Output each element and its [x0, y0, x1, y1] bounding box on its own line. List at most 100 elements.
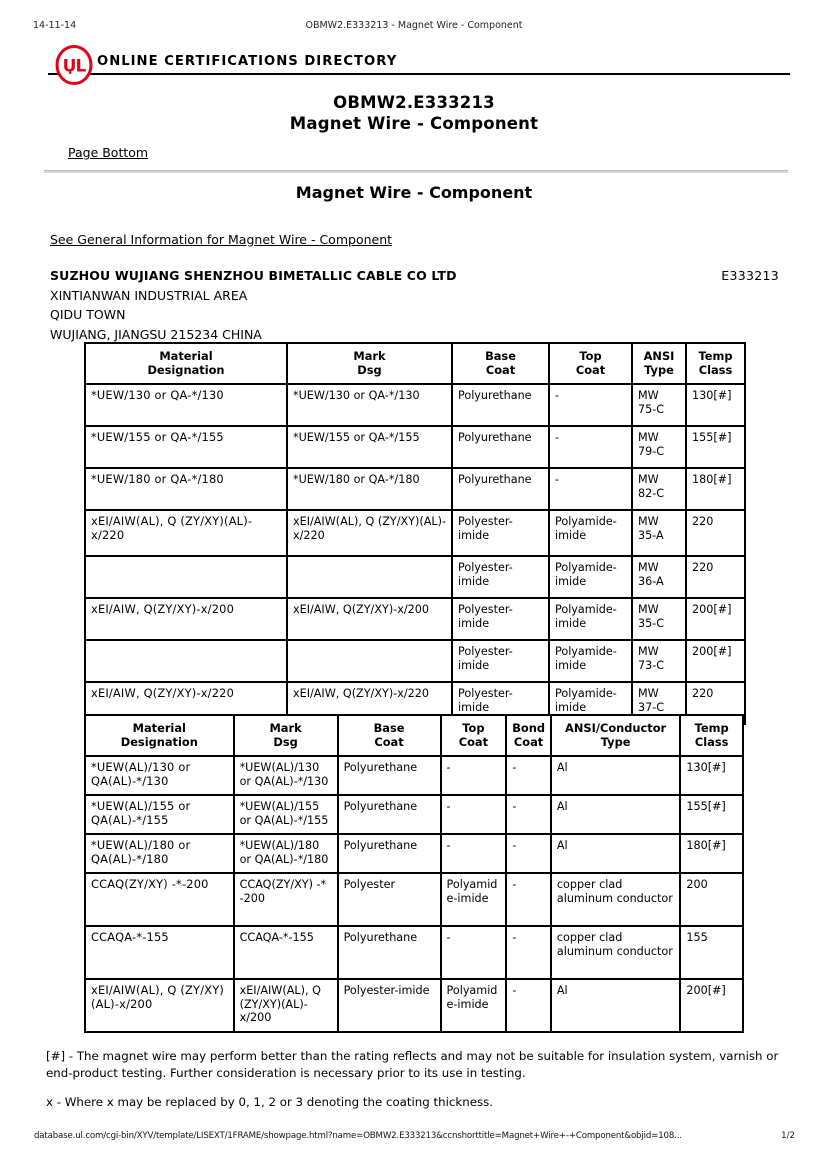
cell-base-coat: Polyurethane: [336, 755, 442, 796]
table-row: *UEW/180 or QA-*/180 *UEW/180 or QA-*/180…: [84, 467, 746, 511]
cell-top-coat: Polyamide-imide: [548, 597, 633, 641]
cell-ansi-conductor-type: Al: [549, 978, 682, 1033]
col-line2: Class: [694, 735, 729, 749]
cell-material-designation: *UEW/180 or QA-*/180: [84, 467, 288, 511]
footnotes: [#] - The magnet wire may perform better…: [46, 1048, 794, 1124]
company-address-line-1: XINTIANWAN INDUSTRIAL AREA: [50, 287, 248, 303]
cell-top-coat: Polyamide-imide: [548, 555, 633, 599]
cell-temp-class: 155[#]: [679, 794, 744, 835]
cell-base-coat: Polyurethane: [336, 833, 442, 874]
general-information-link[interactable]: See General Information for Magnet Wire …: [50, 232, 393, 247]
cell-base-coat: Polyester-imide: [451, 597, 550, 641]
magnet-wire-table-one: Material Designation Mark Dsg Base Coat …: [84, 342, 746, 725]
col-temp-class: Temp Class: [679, 714, 744, 757]
print-title: OBMW2.E333213 - Magnet Wire - Component: [305, 20, 523, 31]
cell-material-designation: [84, 639, 288, 683]
cell-temp-class: 155[#]: [685, 425, 746, 469]
col-line1: ANSI: [643, 349, 675, 363]
ul-logo-icon: UL: [54, 45, 94, 85]
cell-ansi-type: MW 73-C: [631, 639, 687, 683]
banner-rule: [48, 73, 790, 75]
cell-temp-class: 200[#]: [685, 597, 746, 641]
cell-mark-dsg: xEI/AIW(AL), Q (ZY/XY)(AL)-x/200: [232, 978, 339, 1033]
table-row: xEI/AIW(AL), Q (ZY/XY)(AL)-x/220 xEI/AIW(…: [84, 509, 746, 557]
col-line1: Top: [579, 349, 602, 363]
footnote-x: x - Where x may be replaced by 0, 1, 2 o…: [46, 1095, 493, 1109]
cell-temp-class: 200[#]: [679, 978, 744, 1033]
table-row: CCAQA-*-155 CCAQA-*-155 Polyurethane - - copp…: [84, 925, 744, 980]
col-line1: Base: [373, 721, 405, 735]
cell-mark-dsg: xEI/AIW(AL), Q (ZY/XY)(AL)-x/220: [286, 509, 453, 557]
cell-mark-dsg: *UEW(AL)/130 or QA(AL)-*/130: [232, 755, 339, 796]
cell-top-coat: -: [439, 755, 508, 796]
cell-mark-dsg: *UEW(AL)/180 or QA(AL)-*/180: [232, 833, 339, 874]
cell-top-coat: Polyamide-imide: [548, 639, 633, 683]
cell-base-coat: Polyester-imide: [451, 509, 550, 557]
doc-title-line2: Magnet Wire - Component: [289, 114, 539, 133]
cell-base-coat: Polyurethane: [336, 925, 442, 980]
col-line2: Coat: [374, 735, 404, 749]
footer-url: database.ul.com/cgi-bin/XYV/template/LIS…: [34, 1131, 682, 1141]
cell-material-designation: *UEW(AL)/180 or QA(AL)-*/180: [84, 833, 235, 874]
col-line2: Dsg: [357, 363, 382, 377]
col-line1: Temp: [698, 349, 733, 363]
col-line2: Coat: [485, 363, 516, 377]
cell-mark-dsg: *UEW/155 or QA-*/155: [286, 425, 453, 469]
col-ansi-type: ANSI Type: [631, 342, 687, 385]
cell-base-coat: Polyester-imide: [451, 639, 550, 683]
table-one-header-row: Material Designation Mark Dsg Base Coat …: [84, 342, 746, 385]
company-address-line-3: WUJIANG, JIANGSU 215234 CHINA: [50, 326, 262, 342]
cell-base-coat: Polyurethane: [451, 425, 550, 469]
cell-mark-dsg: [286, 639, 453, 683]
col-line2: Designation: [147, 363, 225, 377]
cell-ansi-type: MW 36-A: [631, 555, 687, 599]
cell-ansi-conductor-type: Al: [549, 794, 682, 835]
cell-top-coat: -: [439, 794, 508, 835]
table-row: xEI/AIW(AL), Q (ZY/XY)(AL)-x/200 xEI/AIW(…: [84, 978, 744, 1033]
col-line1: Mark: [269, 721, 302, 735]
footnote-hash: [#] - The magnet wire may perform better…: [46, 1049, 779, 1080]
cell-temp-class: 130[#]: [685, 383, 746, 427]
cell-ansi-type: MW 82-C: [631, 467, 687, 511]
col-line1: Base: [485, 349, 516, 363]
cell-temp-class: 180[#]: [679, 833, 744, 874]
col-top-coat: Top Coat: [548, 342, 633, 385]
col-line1: Temp: [694, 721, 729, 735]
col-mark-dsg: Mark Dsg: [286, 342, 453, 385]
file-number: E333213: [721, 268, 779, 283]
table-row: *UEW(AL)/180 or QA(AL)-*/180 *UEW(AL)/180…: [84, 833, 744, 874]
company-address-line-2: QIDU TOWN: [50, 307, 126, 322]
print-date: 14-11-14: [33, 20, 77, 31]
col-mark-dsg: Mark Dsg: [232, 714, 339, 757]
cell-mark-dsg: *UEW/180 or QA-*/180: [286, 467, 453, 511]
cell-top-coat: Polyamide-imide: [548, 509, 633, 557]
table-row: CCAQ(ZY/XY) -*-200 CCAQ(ZY/XY) -* -200 Pol…: [84, 872, 744, 927]
header-divider: [44, 170, 788, 173]
col-bond-coat: Bond Coat: [505, 714, 552, 757]
cell-material-designation: *UEW(AL)/155 or QA(AL)-*/155: [84, 794, 235, 835]
cell-ansi-type: MW 35-A: [631, 509, 687, 557]
cell-temp-class: 130[#]: [679, 755, 744, 796]
ul-banner-title: ONLINE CERTIFICATIONS DIRECTORY: [97, 54, 398, 69]
cell-ansi-conductor-type: copper clad aluminum conductor: [549, 872, 682, 927]
col-material-designation: Material Designation: [84, 714, 235, 757]
col-line1: Mark: [353, 349, 386, 363]
cell-material-designation: xEI/AIW(AL), Q (ZY/XY)(AL)-x/200: [84, 978, 235, 1033]
company-block: SUZHOU WUJIANG SHENZHOU BIMETALLIC CABLE…: [50, 266, 790, 344]
cell-mark-dsg: *UEW(AL)/155 or QA(AL)-*/155: [232, 794, 339, 835]
col-line1: ANSI/Conductor: [565, 721, 667, 735]
page-title: OBMW2.E333213 Magnet Wire - Component: [0, 92, 828, 134]
col-base-coat: Base Coat: [336, 714, 442, 757]
cell-material-designation: xEI/AIW(AL), Q (ZY/XY)(AL)-x/220: [84, 509, 288, 557]
cell-top-coat: -: [548, 467, 633, 511]
col-top-coat: Top Coat: [439, 714, 508, 757]
col-line2: Designation: [120, 735, 198, 749]
page-bottom-link[interactable]: Page Bottom: [68, 145, 149, 160]
magnet-wire-table-two: Material Designation Mark Dsg Base Coat …: [84, 714, 744, 1033]
cell-mark-dsg: [286, 555, 453, 599]
cell-bond-coat: -: [505, 872, 552, 927]
cell-temp-class: 200: [679, 872, 744, 927]
col-line2: Dsg: [273, 735, 298, 749]
cell-mark-dsg: CCAQA-*-155: [232, 925, 339, 980]
col-line1: Material: [159, 349, 213, 363]
